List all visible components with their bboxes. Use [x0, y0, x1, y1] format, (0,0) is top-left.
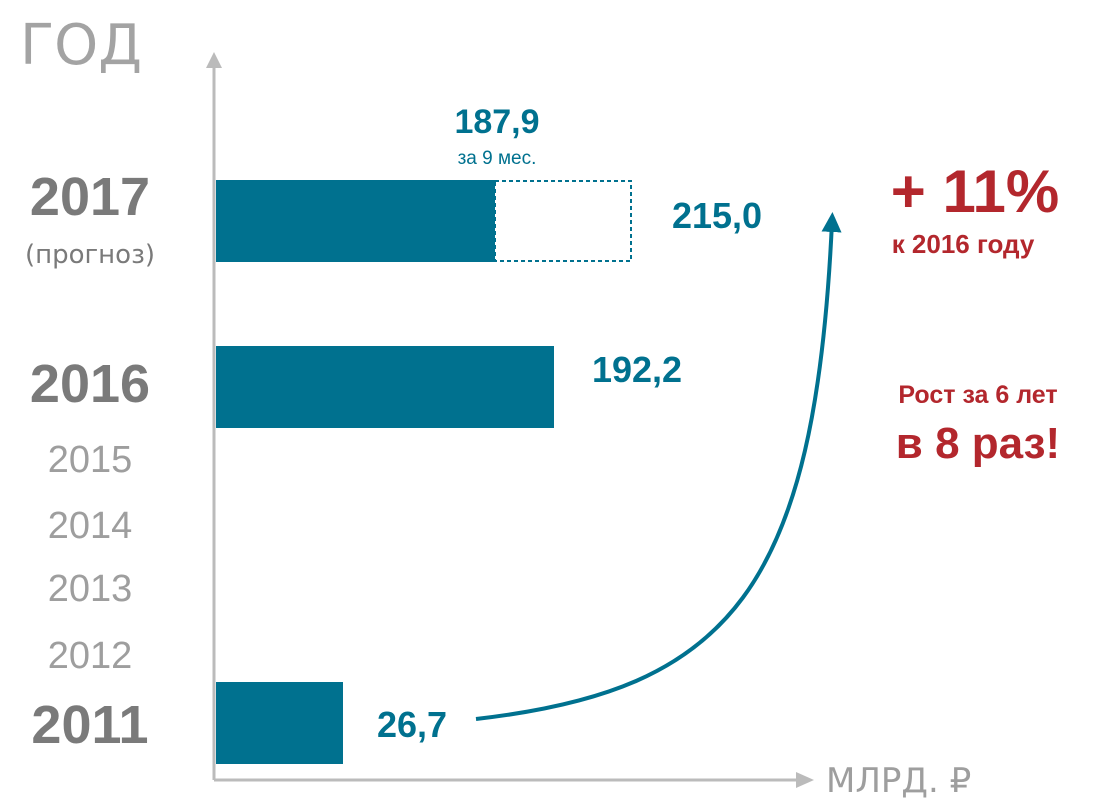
bar-2017-actual	[216, 180, 495, 262]
bars	[216, 180, 632, 764]
x-axis-title: МЛРД. ₽	[826, 761, 971, 801]
bar-2011-value: 26,7	[377, 704, 447, 745]
growth-arrow	[475, 212, 842, 721]
y-tick-labels: 2017 (прогноз) 2016 2015 2014 2013 2012 2011	[25, 167, 155, 755]
year-label-2013: 2013	[48, 568, 133, 610]
value-labels: 187,9 за 9 мес. 215,0 192,2 26,7	[377, 103, 762, 745]
growth-6y-line2: в 8 раз!	[896, 419, 1060, 468]
bar-2016-value: 192,2	[592, 349, 682, 390]
bar-2017-partial-value: 187,9	[454, 103, 539, 141]
growth-6y-line1: Рост за 6 лет	[898, 381, 1057, 409]
growth-percent-note: к 2016 году	[892, 229, 1035, 259]
year-label-2015: 2015	[48, 439, 133, 481]
bar-2011	[216, 682, 343, 764]
year-label-2012: 2012	[48, 635, 133, 677]
y-axis-arrow-icon	[206, 52, 222, 68]
year-label-2017: 2017	[30, 167, 150, 227]
year-label-2016: 2016	[30, 354, 150, 414]
growth-percent: + 11%	[891, 158, 1060, 225]
year-label-2014: 2014	[48, 505, 133, 547]
bar-2017-forecast	[494, 180, 632, 262]
y-axis-title: ГОД	[20, 13, 142, 78]
x-axis-arrow-icon	[796, 772, 814, 788]
axes	[206, 52, 814, 788]
bar-2017-partial-note: за 9 мес.	[458, 148, 537, 169]
year-label-2011: 2011	[31, 695, 148, 755]
bar-2017-value: 215,0	[672, 195, 762, 236]
bar-2016	[216, 346, 554, 428]
year-sublabel-2017: (прогноз)	[25, 240, 155, 270]
